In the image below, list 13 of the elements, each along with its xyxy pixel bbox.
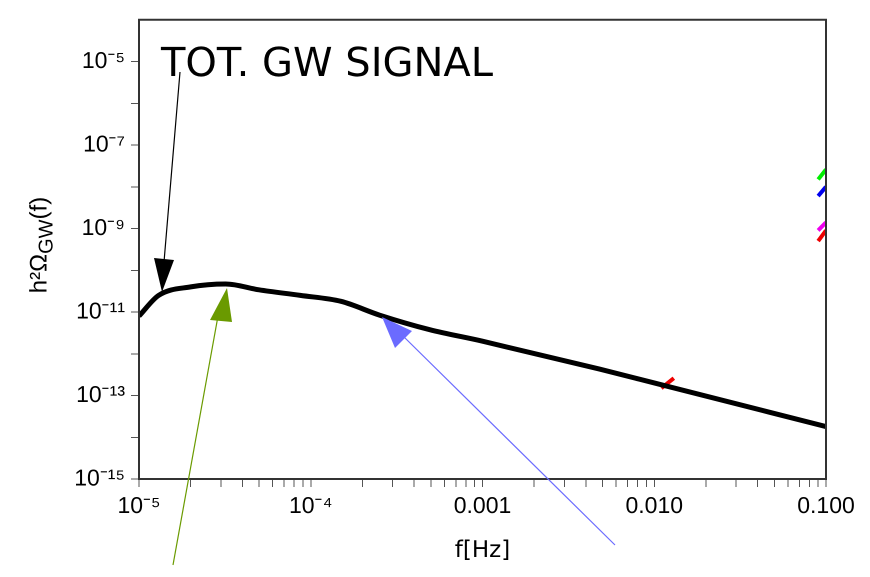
y-tick-label: 10⁻¹¹ — [76, 297, 126, 324]
y-tick-label: 10⁻⁵ — [82, 46, 125, 73]
x-tick-label: 10⁻⁴ — [289, 492, 332, 518]
x-tick-label: 0.100 — [797, 492, 855, 518]
x-axis-title: f[Hz] — [454, 537, 510, 564]
y-tick-label: 10⁻¹³ — [76, 380, 126, 407]
annotation: TOT. GW SIGNAL — [160, 40, 494, 86]
y-tick-label: 10⁻⁹ — [82, 214, 125, 240]
y-tick-label: 10⁻¹⁵ — [74, 464, 125, 490]
x-tick-label: 10⁻⁵ — [117, 492, 161, 518]
x-tick-label: 0.010 — [625, 492, 684, 518]
x-tick-label: 0.001 — [454, 492, 512, 518]
y-tick-label: 10⁻⁷ — [83, 130, 125, 156]
